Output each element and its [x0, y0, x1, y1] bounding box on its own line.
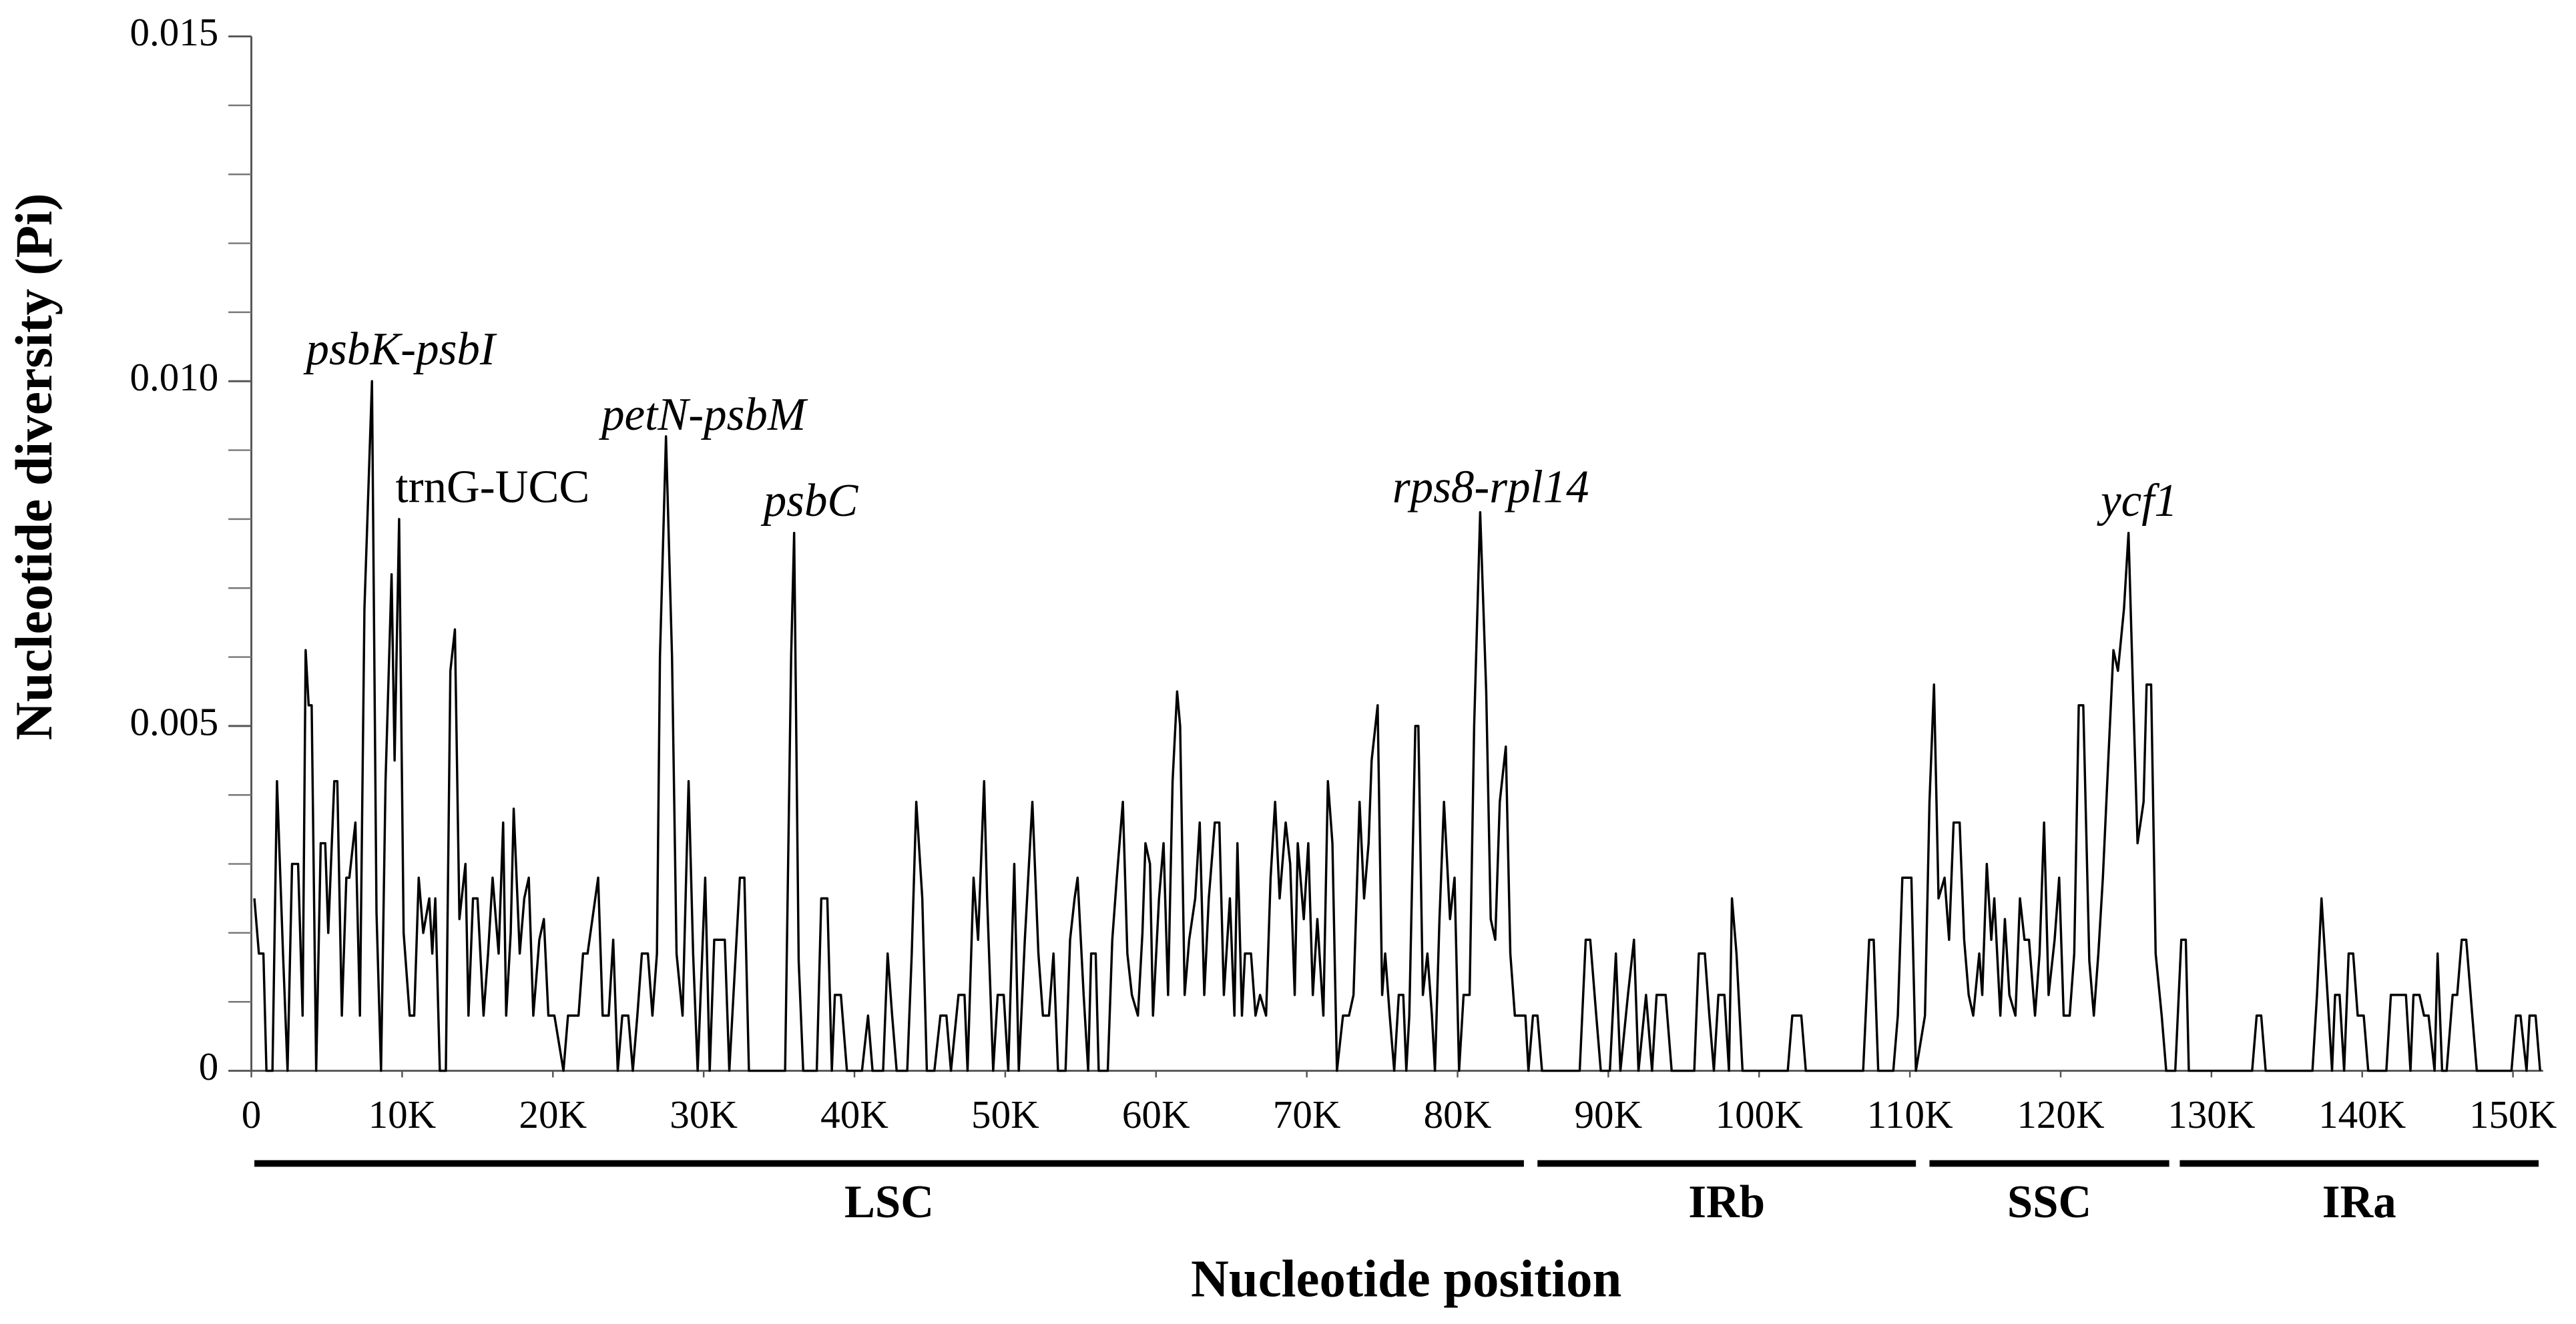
y-tick-label: 0 — [199, 1044, 219, 1088]
y-tick-label: 0.010 — [130, 355, 218, 399]
region-label: IRb — [1688, 1176, 1765, 1227]
x-tick-label: 90K — [1575, 1092, 1643, 1136]
y-tick-label: 0.015 — [130, 10, 218, 54]
x-tick-label: 110K — [1867, 1092, 1953, 1136]
x-axis-title: Nucleotide position — [1191, 1250, 1621, 1308]
annotation: petN-psbM — [598, 388, 808, 440]
annotation: psbK-psbI — [303, 323, 497, 374]
x-tick-label: 20K — [519, 1092, 587, 1136]
y-tick-label: 0.005 — [130, 699, 218, 743]
x-tick-label: 80K — [1424, 1092, 1492, 1136]
region-label: IRa — [2322, 1176, 2396, 1227]
x-tick-label: 150K — [2469, 1092, 2557, 1136]
x-tick-label: 50K — [971, 1092, 1039, 1136]
annotation: psbC — [760, 474, 859, 526]
annotation: ycf1 — [2097, 474, 2177, 526]
x-tick-label: 100K — [1716, 1092, 1803, 1136]
data-line — [253, 380, 2541, 1072]
x-tick-label: 70K — [1273, 1092, 1341, 1136]
x-tick-label: 40K — [820, 1092, 888, 1136]
x-tick-label: 60K — [1122, 1092, 1190, 1136]
region-label: SSC — [2007, 1176, 2091, 1227]
x-tick-label: 130K — [2167, 1092, 2255, 1136]
annotation: rps8-rpl14 — [1392, 460, 1589, 512]
x-tick-label: 0 — [242, 1092, 262, 1136]
x-tick-label: 10K — [368, 1092, 437, 1136]
x-tick-label: 30K — [670, 1092, 738, 1136]
annotation: trnG-UCC — [396, 460, 590, 512]
region-label: LSC — [844, 1176, 934, 1227]
x-tick-label: 140K — [2318, 1092, 2406, 1136]
x-tick-label: 120K — [2017, 1092, 2104, 1136]
y-axis-title: Nucleotide diversity (Pi) — [5, 193, 63, 740]
